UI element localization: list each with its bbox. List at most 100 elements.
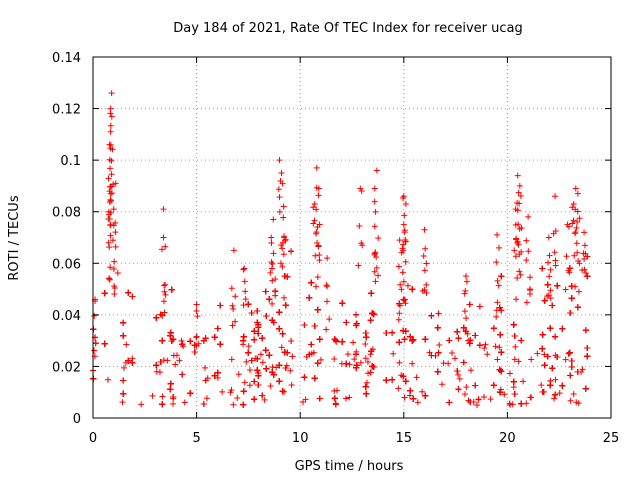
data-point bbox=[455, 371, 462, 378]
data-point bbox=[582, 270, 589, 277]
data-point bbox=[398, 249, 405, 256]
data-point bbox=[114, 269, 121, 276]
data-point bbox=[563, 253, 570, 260]
data-point bbox=[362, 383, 369, 390]
data-point bbox=[240, 333, 247, 340]
data-point bbox=[279, 180, 286, 187]
data-point bbox=[562, 286, 569, 293]
data-point bbox=[576, 215, 583, 222]
data-point bbox=[167, 329, 174, 336]
data-point bbox=[546, 252, 553, 259]
data-point bbox=[496, 244, 503, 251]
data-point bbox=[268, 239, 275, 246]
data-point bbox=[276, 194, 283, 201]
data-point bbox=[584, 273, 591, 280]
data-point bbox=[449, 349, 456, 356]
data-point bbox=[107, 264, 114, 271]
data-point bbox=[399, 269, 406, 276]
data-point bbox=[497, 389, 504, 396]
data-point bbox=[420, 252, 427, 259]
data-point bbox=[371, 268, 378, 275]
data-point bbox=[106, 244, 113, 251]
data-point bbox=[513, 236, 520, 243]
data-point bbox=[581, 229, 588, 236]
data-point bbox=[314, 224, 321, 231]
data-point bbox=[475, 396, 482, 403]
data-point bbox=[112, 180, 119, 187]
data-point bbox=[389, 376, 396, 383]
data-point bbox=[105, 239, 112, 246]
data-point bbox=[301, 322, 308, 329]
data-point bbox=[108, 90, 115, 97]
data-point bbox=[125, 289, 132, 296]
data-point bbox=[460, 324, 467, 331]
data-point bbox=[313, 164, 320, 171]
data-point bbox=[396, 237, 403, 244]
data-point bbox=[364, 379, 371, 386]
data-point bbox=[106, 275, 113, 282]
data-point bbox=[282, 365, 289, 372]
data-point bbox=[402, 258, 409, 265]
data-point bbox=[217, 341, 224, 348]
data-point bbox=[527, 274, 534, 281]
data-point bbox=[362, 329, 369, 336]
data-point bbox=[474, 402, 481, 409]
data-point bbox=[174, 352, 181, 359]
data-point bbox=[396, 359, 403, 366]
data-point bbox=[241, 265, 248, 272]
data-point bbox=[567, 372, 574, 379]
data-point bbox=[476, 303, 483, 310]
data-point bbox=[574, 190, 581, 197]
data-point bbox=[562, 356, 569, 363]
data-point bbox=[281, 294, 288, 301]
data-point bbox=[461, 290, 468, 297]
data-point bbox=[306, 294, 313, 301]
data-point bbox=[454, 328, 461, 335]
data-point bbox=[413, 374, 420, 381]
data-point bbox=[160, 234, 167, 241]
data-point bbox=[582, 327, 589, 334]
data-point bbox=[487, 396, 494, 403]
data-point bbox=[106, 141, 113, 148]
data-point bbox=[434, 324, 441, 331]
data-point bbox=[514, 239, 521, 246]
data-point bbox=[371, 251, 378, 258]
data-point bbox=[316, 395, 323, 402]
data-point bbox=[539, 389, 546, 396]
data-point bbox=[399, 245, 406, 252]
data-point bbox=[525, 248, 532, 255]
data-point bbox=[539, 345, 546, 352]
data-point bbox=[545, 292, 552, 299]
data-point bbox=[513, 296, 520, 303]
data-point bbox=[414, 399, 421, 406]
data-point bbox=[559, 325, 566, 332]
data-point bbox=[528, 394, 535, 401]
data-point bbox=[455, 335, 462, 342]
data-point bbox=[409, 337, 416, 344]
data-point bbox=[566, 349, 573, 356]
data-point bbox=[523, 299, 530, 306]
data-point bbox=[466, 340, 473, 347]
data-point bbox=[371, 198, 378, 205]
data-point bbox=[229, 302, 236, 309]
data-point bbox=[568, 364, 575, 371]
data-point bbox=[462, 273, 469, 280]
data-point bbox=[159, 393, 166, 400]
data-point bbox=[288, 381, 295, 388]
data-point bbox=[359, 242, 366, 249]
data-point bbox=[463, 315, 470, 322]
data-point bbox=[246, 367, 253, 374]
data-point bbox=[373, 167, 380, 174]
data-point bbox=[219, 388, 226, 395]
data-point bbox=[512, 206, 519, 213]
data-point bbox=[251, 328, 258, 335]
data-point bbox=[570, 200, 577, 207]
data-point bbox=[554, 353, 561, 360]
data-point bbox=[120, 319, 127, 326]
data-point bbox=[107, 196, 114, 203]
data-point bbox=[436, 341, 443, 348]
data-point bbox=[572, 229, 579, 236]
data-point bbox=[273, 364, 280, 371]
data-point bbox=[516, 251, 523, 258]
